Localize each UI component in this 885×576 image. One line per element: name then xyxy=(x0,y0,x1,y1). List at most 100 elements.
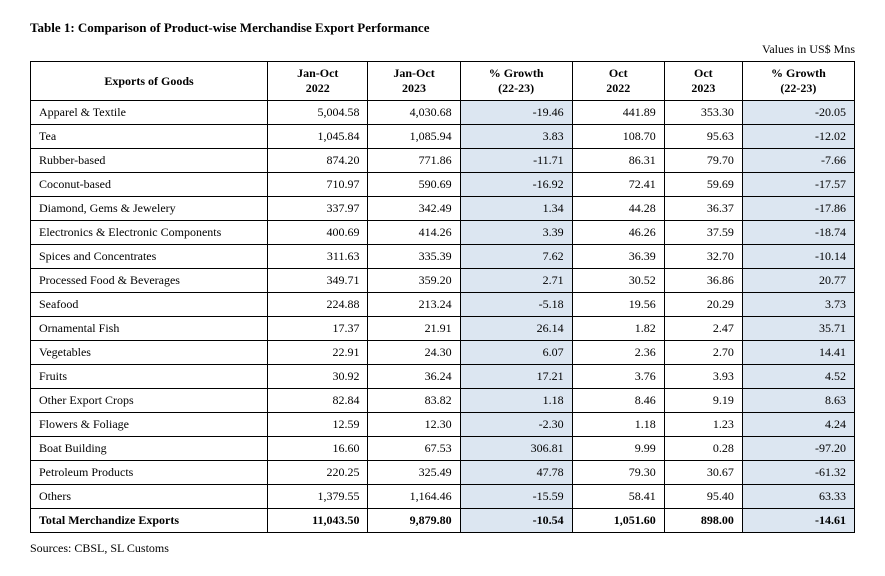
sources-label: Sources: CBSL, SL Customs xyxy=(30,541,855,556)
cell-value: 59.69 xyxy=(664,173,742,197)
row-label: Seafood xyxy=(31,293,268,317)
cell-value: 22.91 xyxy=(268,341,368,365)
cell-value: 36.37 xyxy=(664,197,742,221)
row-label: Fruits xyxy=(31,365,268,389)
cell-value: 1,379.55 xyxy=(268,485,368,509)
row-label: Petroleum Products xyxy=(31,461,268,485)
cell-value: 32.70 xyxy=(664,245,742,269)
cell-value: -17.86 xyxy=(742,197,854,221)
cell-value: 67.53 xyxy=(368,437,460,461)
cell-value: 24.30 xyxy=(368,341,460,365)
row-label: Apparel & Textile xyxy=(31,101,268,125)
cell-value: 83.82 xyxy=(368,389,460,413)
cell-value: 874.20 xyxy=(268,149,368,173)
cell-value: -5.18 xyxy=(460,293,572,317)
cell-value: 400.69 xyxy=(268,221,368,245)
cell-value: 220.25 xyxy=(268,461,368,485)
row-label: Rubber-based xyxy=(31,149,268,173)
cell-value: 2.47 xyxy=(664,317,742,341)
row-label: Electronics & Electronic Components xyxy=(31,221,268,245)
table-row: Coconut-based710.97590.69-16.9272.4159.6… xyxy=(31,173,855,197)
cell-value: 30.92 xyxy=(268,365,368,389)
cell-value: 8.46 xyxy=(572,389,664,413)
table-row: Fruits30.9236.2417.213.763.934.52 xyxy=(31,365,855,389)
cell-value: -12.02 xyxy=(742,125,854,149)
cell-value: 2.70 xyxy=(664,341,742,365)
row-label: Spices and Concentrates xyxy=(31,245,268,269)
cell-value: 30.67 xyxy=(664,461,742,485)
cell-value: 4,030.68 xyxy=(368,101,460,125)
cell-value: 17.37 xyxy=(268,317,368,341)
cell-value: 30.52 xyxy=(572,269,664,293)
cell-value: 44.28 xyxy=(572,197,664,221)
row-label: Ornamental Fish xyxy=(31,317,268,341)
cell-value: -15.59 xyxy=(460,485,572,509)
cell-value: -11.71 xyxy=(460,149,572,173)
col-header-oct22: Oct2022 xyxy=(572,62,664,101)
cell-value: 9.19 xyxy=(664,389,742,413)
units-label: Values in US$ Mns xyxy=(30,42,855,57)
table-row: Tea1,045.841,085.943.83108.7095.63-12.02 xyxy=(31,125,855,149)
cell-value: 7.62 xyxy=(460,245,572,269)
row-label: Diamond, Gems & Jewelery xyxy=(31,197,268,221)
cell-value: 79.30 xyxy=(572,461,664,485)
cell-value: 36.39 xyxy=(572,245,664,269)
cell-value: -10.54 xyxy=(460,509,572,533)
col-header-growth1: % Growth(22-23) xyxy=(460,62,572,101)
cell-value: 1,045.84 xyxy=(268,125,368,149)
row-label: Processed Food & Beverages xyxy=(31,269,268,293)
table-row: Boat Building16.6067.53306.819.990.28-97… xyxy=(31,437,855,461)
cell-value: -7.66 xyxy=(742,149,854,173)
cell-value: 9,879.80 xyxy=(368,509,460,533)
cell-value: -2.30 xyxy=(460,413,572,437)
cell-value: 95.40 xyxy=(664,485,742,509)
cell-value: 1.23 xyxy=(664,413,742,437)
table-row: Flowers & Foliage12.5912.30-2.301.181.23… xyxy=(31,413,855,437)
row-label: Vegetables xyxy=(31,341,268,365)
table-row: Rubber-based874.20771.86-11.7186.3179.70… xyxy=(31,149,855,173)
cell-value: 1.34 xyxy=(460,197,572,221)
cell-value: 26.14 xyxy=(460,317,572,341)
cell-value: 325.49 xyxy=(368,461,460,485)
cell-value: 21.91 xyxy=(368,317,460,341)
cell-value: 9.99 xyxy=(572,437,664,461)
table-row: Petroleum Products220.25325.4947.7879.30… xyxy=(31,461,855,485)
cell-value: 1,051.60 xyxy=(572,509,664,533)
cell-value: 3.73 xyxy=(742,293,854,317)
cell-value: 590.69 xyxy=(368,173,460,197)
cell-value: 898.00 xyxy=(664,509,742,533)
cell-value: 35.71 xyxy=(742,317,854,341)
col-header-janoct22: Jan-Oct2022 xyxy=(268,62,368,101)
row-label: Boat Building xyxy=(31,437,268,461)
cell-value: 311.63 xyxy=(268,245,368,269)
table-row: Others1,379.551,164.46-15.5958.4195.4063… xyxy=(31,485,855,509)
cell-value: 213.24 xyxy=(368,293,460,317)
cell-value: -61.32 xyxy=(742,461,854,485)
cell-value: 86.31 xyxy=(572,149,664,173)
row-label: Flowers & Foliage xyxy=(31,413,268,437)
cell-value: -19.46 xyxy=(460,101,572,125)
table-row: Diamond, Gems & Jewelery337.97342.491.34… xyxy=(31,197,855,221)
table-row: Electronics & Electronic Components400.6… xyxy=(31,221,855,245)
cell-value: 79.70 xyxy=(664,149,742,173)
cell-value: 349.71 xyxy=(268,269,368,293)
cell-value: 335.39 xyxy=(368,245,460,269)
cell-value: 342.49 xyxy=(368,197,460,221)
cell-value: 3.76 xyxy=(572,365,664,389)
table-row: Ornamental Fish17.3721.9126.141.822.4735… xyxy=(31,317,855,341)
cell-value: 353.30 xyxy=(664,101,742,125)
row-label: Tea xyxy=(31,125,268,149)
row-label: Others xyxy=(31,485,268,509)
cell-value: 16.60 xyxy=(268,437,368,461)
cell-value: 1,085.94 xyxy=(368,125,460,149)
cell-value: 1,164.46 xyxy=(368,485,460,509)
cell-value: 359.20 xyxy=(368,269,460,293)
table-row: Spices and Concentrates311.63335.397.623… xyxy=(31,245,855,269)
cell-value: 710.97 xyxy=(268,173,368,197)
cell-value: 82.84 xyxy=(268,389,368,413)
cell-value: 306.81 xyxy=(460,437,572,461)
table-row: Vegetables22.9124.306.072.362.7014.41 xyxy=(31,341,855,365)
cell-value: 19.56 xyxy=(572,293,664,317)
cell-value: 12.30 xyxy=(368,413,460,437)
cell-value: 3.83 xyxy=(460,125,572,149)
